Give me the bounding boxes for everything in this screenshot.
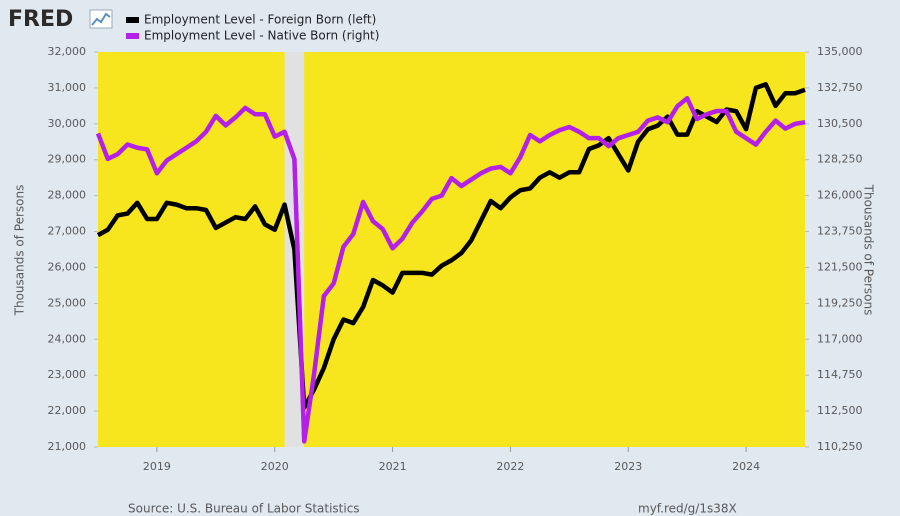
legend-label: Employment Level - Foreign Born (left): [144, 13, 376, 27]
y2-tick-label: 112,500: [817, 404, 863, 417]
y2-tick-label: 123,750: [817, 225, 863, 238]
y-tick-label: 24,000: [48, 332, 87, 345]
y-axis-title: Thousands of Persons: [13, 185, 27, 317]
y2-tick-label: 135,000: [817, 45, 863, 58]
y2-tick-label: 128,250: [817, 153, 863, 166]
y-tick-label: 30,000: [48, 117, 87, 130]
x-tick-label: 2019: [143, 460, 171, 473]
y2-tick-label: 132,750: [817, 81, 863, 94]
y-tick-label: 25,000: [48, 296, 87, 309]
source: Source: U.S. Bureau of Labor Statistics: [128, 502, 360, 516]
logo: FRED: [8, 7, 73, 32]
y-tick-label: 28,000: [48, 189, 87, 202]
link: myf.red/g/1s38X: [638, 502, 737, 516]
y2-tick-label: 130,500: [817, 117, 863, 130]
y-tick-label: 27,000: [48, 225, 87, 238]
y2-tick-label: 110,250: [817, 440, 863, 453]
y-tick-label: 32,000: [48, 45, 87, 58]
legend-swatch: [126, 17, 139, 23]
legend-label: Employment Level - Native Born (right): [144, 29, 379, 43]
y-tick-label: 21,000: [48, 440, 87, 453]
y2-tick-label: 114,750: [817, 368, 863, 381]
y-tick-label: 29,000: [48, 153, 87, 166]
x-tick-label: 2020: [261, 460, 289, 473]
logo-icon: [89, 9, 113, 29]
legend-swatch: [126, 33, 139, 39]
x-tick-label: 2022: [496, 460, 524, 473]
y-tick-label: 31,000: [48, 81, 87, 94]
y-tick-label: 26,000: [48, 260, 87, 273]
y-tick-label: 22,000: [48, 404, 87, 417]
x-tick-label: 2024: [732, 460, 760, 473]
x-tick-label: 2021: [379, 460, 407, 473]
y-tick-label: 23,000: [48, 368, 87, 381]
x-tick-label: 2023: [614, 460, 642, 473]
y2-axis-title: Thousands of Persons: [862, 184, 876, 316]
series-line: [95, 96, 806, 444]
y2-tick-label: 117,000: [817, 332, 863, 345]
series-line: [96, 82, 806, 410]
y2-tick-label: 121,500: [817, 260, 863, 273]
y2-tick-label: 126,000: [817, 189, 863, 202]
y2-tick-label: 119,250: [817, 296, 863, 309]
